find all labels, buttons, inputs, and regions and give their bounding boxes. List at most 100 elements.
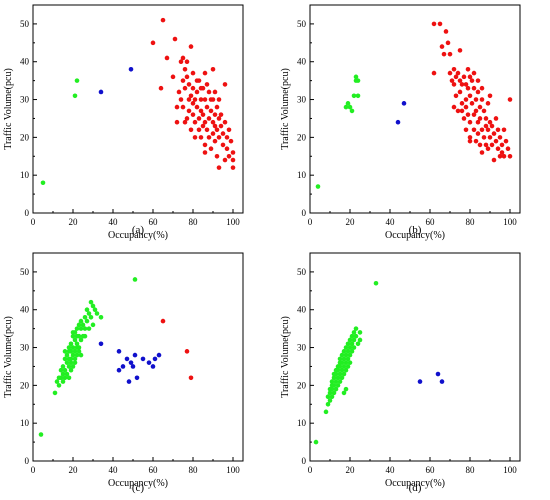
data-point-green [345, 341, 351, 347]
data-point-green [98, 314, 104, 320]
data-point-green [70, 333, 76, 339]
data-point-red [467, 119, 473, 125]
data-point-red [505, 146, 511, 152]
data-point-green [339, 352, 345, 358]
data-point-red [495, 146, 501, 152]
data-point-green [343, 352, 349, 358]
data-point-blue [124, 356, 130, 362]
data-point-red [467, 138, 473, 144]
data-point-green [72, 360, 78, 365]
data-point-green [84, 318, 90, 324]
data-point-green [347, 345, 353, 350]
data-point-green [339, 367, 345, 373]
data-point-green [323, 409, 329, 415]
data-point-green [80, 322, 86, 328]
data-point-green [341, 349, 347, 354]
y-tick-label: 30 [20, 343, 30, 353]
panel-label: (a) [132, 224, 145, 236]
data-point-green [333, 386, 339, 392]
data-point-red [479, 127, 485, 133]
data-point-green [347, 337, 353, 343]
data-point-red [459, 101, 465, 106]
data-point-green [355, 93, 361, 99]
data-point-red [455, 70, 461, 76]
data-point-red [473, 108, 479, 114]
data-point-red [200, 112, 206, 117]
data-point-red [483, 123, 489, 129]
data-point-red [182, 85, 188, 91]
data-point-green [341, 371, 347, 377]
data-point-green [329, 394, 335, 400]
y-axis-title: Traffic Volume(pcu) [3, 316, 14, 398]
data-point-green [339, 360, 345, 365]
data-point-green [60, 364, 66, 369]
data-point-green [357, 330, 363, 335]
data-point-red [180, 55, 186, 61]
data-point-green [66, 364, 72, 369]
data-point-red [447, 51, 453, 57]
data-point-green [72, 349, 78, 354]
data-point-red [176, 89, 182, 95]
data-point-red [226, 153, 232, 159]
data-point-red [218, 123, 224, 129]
data-point-red [465, 85, 471, 91]
data-point-red [483, 142, 489, 148]
data-point-green [343, 104, 349, 110]
data-point-red [208, 146, 214, 152]
data-point-green [339, 375, 345, 381]
data-point-red [507, 153, 513, 159]
y-tick-label: 20 [20, 380, 30, 390]
data-point-red [224, 146, 230, 152]
data-point-blue [435, 371, 441, 377]
data-point-red [188, 375, 194, 381]
data-point-red [216, 97, 222, 102]
data-point-green [355, 78, 361, 83]
panel-4: 0 20 40 60 80 100 0 10 20 30 40 50 Occupancy(%) Traff… [280, 252, 521, 494]
data-point-red [210, 119, 216, 125]
data-point-blue [150, 364, 156, 369]
data-point-green [64, 352, 70, 358]
data-point-red [214, 153, 220, 159]
y-tick-label: 0 [25, 208, 30, 218]
data-point-red [200, 123, 206, 129]
data-point-green [74, 352, 80, 358]
data-point-red [471, 112, 477, 117]
data-point-red [212, 138, 218, 144]
data-point-red [447, 70, 453, 76]
data-point-red [475, 78, 481, 83]
data-point-green [58, 375, 64, 381]
data-point-red [164, 55, 170, 61]
data-point-green [68, 360, 74, 365]
y-tick-label: 0 [302, 456, 307, 466]
data-point-green [349, 341, 355, 347]
data-point-green [341, 356, 347, 362]
data-point-red [497, 153, 503, 159]
data-point-green [335, 383, 341, 388]
data-point-red [451, 66, 457, 72]
data-point-red [150, 40, 156, 46]
x-tick-label: 100 [226, 217, 240, 227]
data-point-red [216, 165, 222, 170]
data-point-red [222, 119, 228, 125]
data-point-blue [98, 341, 104, 347]
data-point-green [341, 364, 347, 369]
data-point-green [343, 386, 349, 392]
panel-label: (d) [409, 482, 422, 494]
x-tick-label: 40 [386, 465, 396, 475]
data-point-green [343, 367, 349, 373]
data-point-red [222, 82, 228, 87]
data-point-blue [395, 119, 401, 125]
data-point-red [158, 85, 164, 91]
data-point-red [465, 66, 471, 72]
data-point-red [208, 108, 214, 114]
data-point-red [230, 165, 236, 170]
data-point-red [451, 104, 457, 110]
plot-frame [32, 4, 244, 214]
data-point-blue [116, 349, 122, 354]
x-tick-label: 0 [308, 217, 313, 227]
data-point-red [202, 97, 208, 102]
data-point-red [489, 123, 495, 129]
data-point-red [172, 36, 178, 42]
data-point-red [198, 85, 204, 91]
data-point-red [459, 108, 465, 114]
